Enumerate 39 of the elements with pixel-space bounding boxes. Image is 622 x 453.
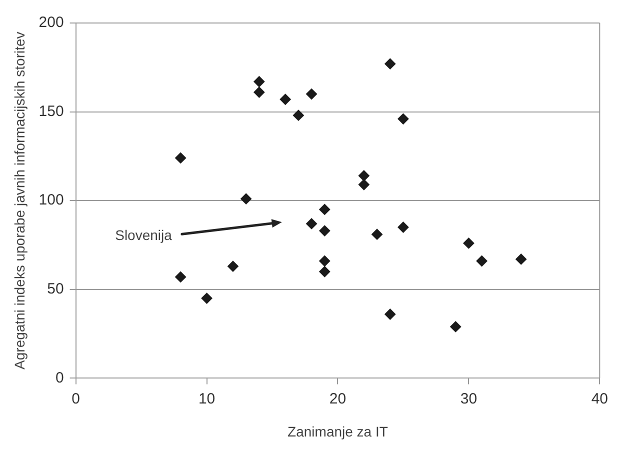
y-tick-label: 50 [47,280,64,298]
x-axis-title: Zanimanje za IT [288,423,388,440]
point [254,76,265,88]
x-tick-label: 10 [198,390,216,408]
point [254,86,265,98]
x-tick-label: 30 [460,390,478,408]
point [398,113,409,124]
point [306,88,318,100]
y-tick-label: 150 [38,102,64,120]
point [358,179,370,190]
x-tick-label: 40 [591,390,608,408]
x-tick-label: 0 [72,390,80,408]
y-tick-label: 200 [38,14,64,32]
point [398,222,409,233]
y-tick-label: 0 [55,369,64,386]
point [319,204,330,215]
point [292,110,304,121]
point [175,152,186,164]
point [319,266,330,278]
y-axis-title: Agregatni indeks uporabe javnih informacijskih storitev [11,32,28,370]
point [516,254,527,265]
point [319,225,330,236]
point [384,308,396,320]
point [463,238,474,249]
point [201,292,212,304]
point [372,228,383,240]
point [384,58,396,70]
point [319,255,330,266]
y-tick-label: 100 [38,192,64,209]
point [227,260,238,272]
point [240,193,252,204]
point [306,218,318,230]
point [358,170,370,182]
point [175,271,186,282]
point [280,94,291,105]
x-tick-label: 20 [329,390,346,408]
point [450,321,462,332]
point [476,255,488,266]
annotation: Slovenija [115,226,172,243]
